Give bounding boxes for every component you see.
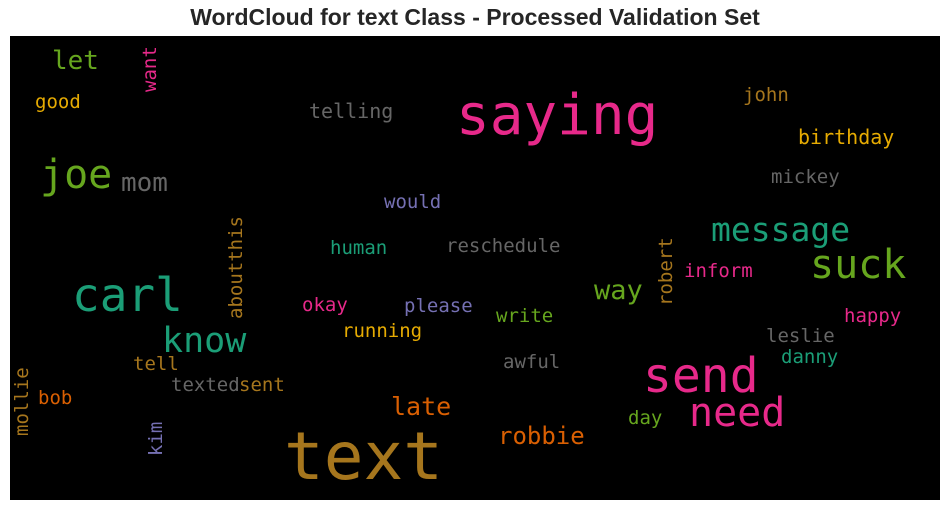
word-robbie: robbie [498,422,585,450]
word-suck: suck [810,242,907,288]
word-tell: tell [133,353,179,375]
word-text: text [284,418,443,495]
word-birthday: birthday [798,125,895,149]
word-would: would [384,191,442,213]
word-danny: danny [781,346,839,368]
word-robert: robert [655,237,677,306]
word-carl: carl [72,268,183,322]
word-mickey: mickey [771,166,840,188]
wordcloud-canvas: text saying send carl need suck joe know… [10,36,940,500]
word-let: let [52,46,99,76]
chart-title: WordCloud for text Class - Processed Val… [190,4,760,30]
word-joe: joe [40,152,113,198]
word-happy: happy [844,305,902,327]
word-message: message [711,210,851,249]
word-send: send [643,348,759,404]
word-mom: mom [121,168,168,198]
word-saying: saying [456,83,659,148]
word-reschedule: reschedule [446,235,561,257]
word-telling: telling [309,99,394,123]
word-day: day [628,407,663,429]
word-sent: sent [239,374,285,396]
word-write: write [496,305,554,327]
word-mollie: mollie [11,367,33,436]
word-texted: texted [171,374,240,396]
word-okay: okay [302,294,348,316]
word-want: want [139,46,161,92]
word-running: running [342,320,423,342]
word-need: need [689,390,786,436]
word-bob: bob [38,387,73,409]
word-know: know [162,321,247,361]
word-way: way [594,275,643,306]
word-kim: kim [145,421,167,456]
word-please: please [404,295,473,317]
word-late: late [391,392,452,421]
word-good: good [35,91,81,113]
word-inform: inform [684,260,753,282]
word-human: human [330,237,388,259]
word-awful: awful [503,351,561,373]
word-john: john [743,84,789,106]
word-aboutthis: aboutthis [225,216,247,319]
word-leslie: leslie [766,325,835,347]
